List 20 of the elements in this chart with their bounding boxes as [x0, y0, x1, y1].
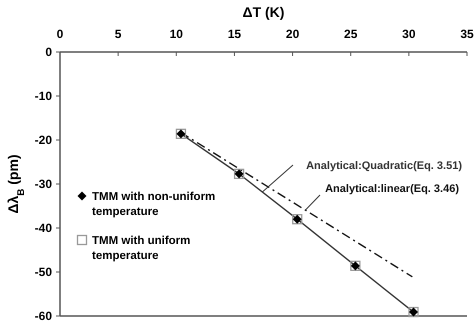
y-tick-label: -50: [34, 265, 52, 279]
x-tick-label: 20: [286, 27, 300, 41]
x-tick-label: 35: [460, 27, 474, 41]
x-tick-label: 25: [344, 27, 358, 41]
x-tick-label: 5: [114, 27, 122, 41]
text: Analytical:Quadratic(Eq. 3.51): [306, 160, 462, 172]
x-tick-label: 15: [228, 27, 242, 41]
legend-label: TMM with uniform temperature: [92, 235, 190, 262]
y-tick-label: 0: [45, 45, 52, 59]
legend-label: TMM with non-uniform temperature: [92, 191, 216, 218]
text: Analytical:linear(Eq. 3.46): [325, 183, 460, 195]
y-tick-label: -10: [34, 89, 52, 103]
y-tick-label: -60: [34, 309, 52, 323]
x-axis-title: ΔT (K): [242, 4, 284, 20]
y-tick-label: -40: [34, 221, 52, 235]
x-tick-label: 0: [56, 27, 64, 41]
x-tick-label: 30: [402, 27, 416, 41]
x-tick-label: 10: [170, 27, 184, 41]
y-tick-label: -20: [34, 133, 52, 147]
y-tick-label: -30: [34, 177, 52, 191]
